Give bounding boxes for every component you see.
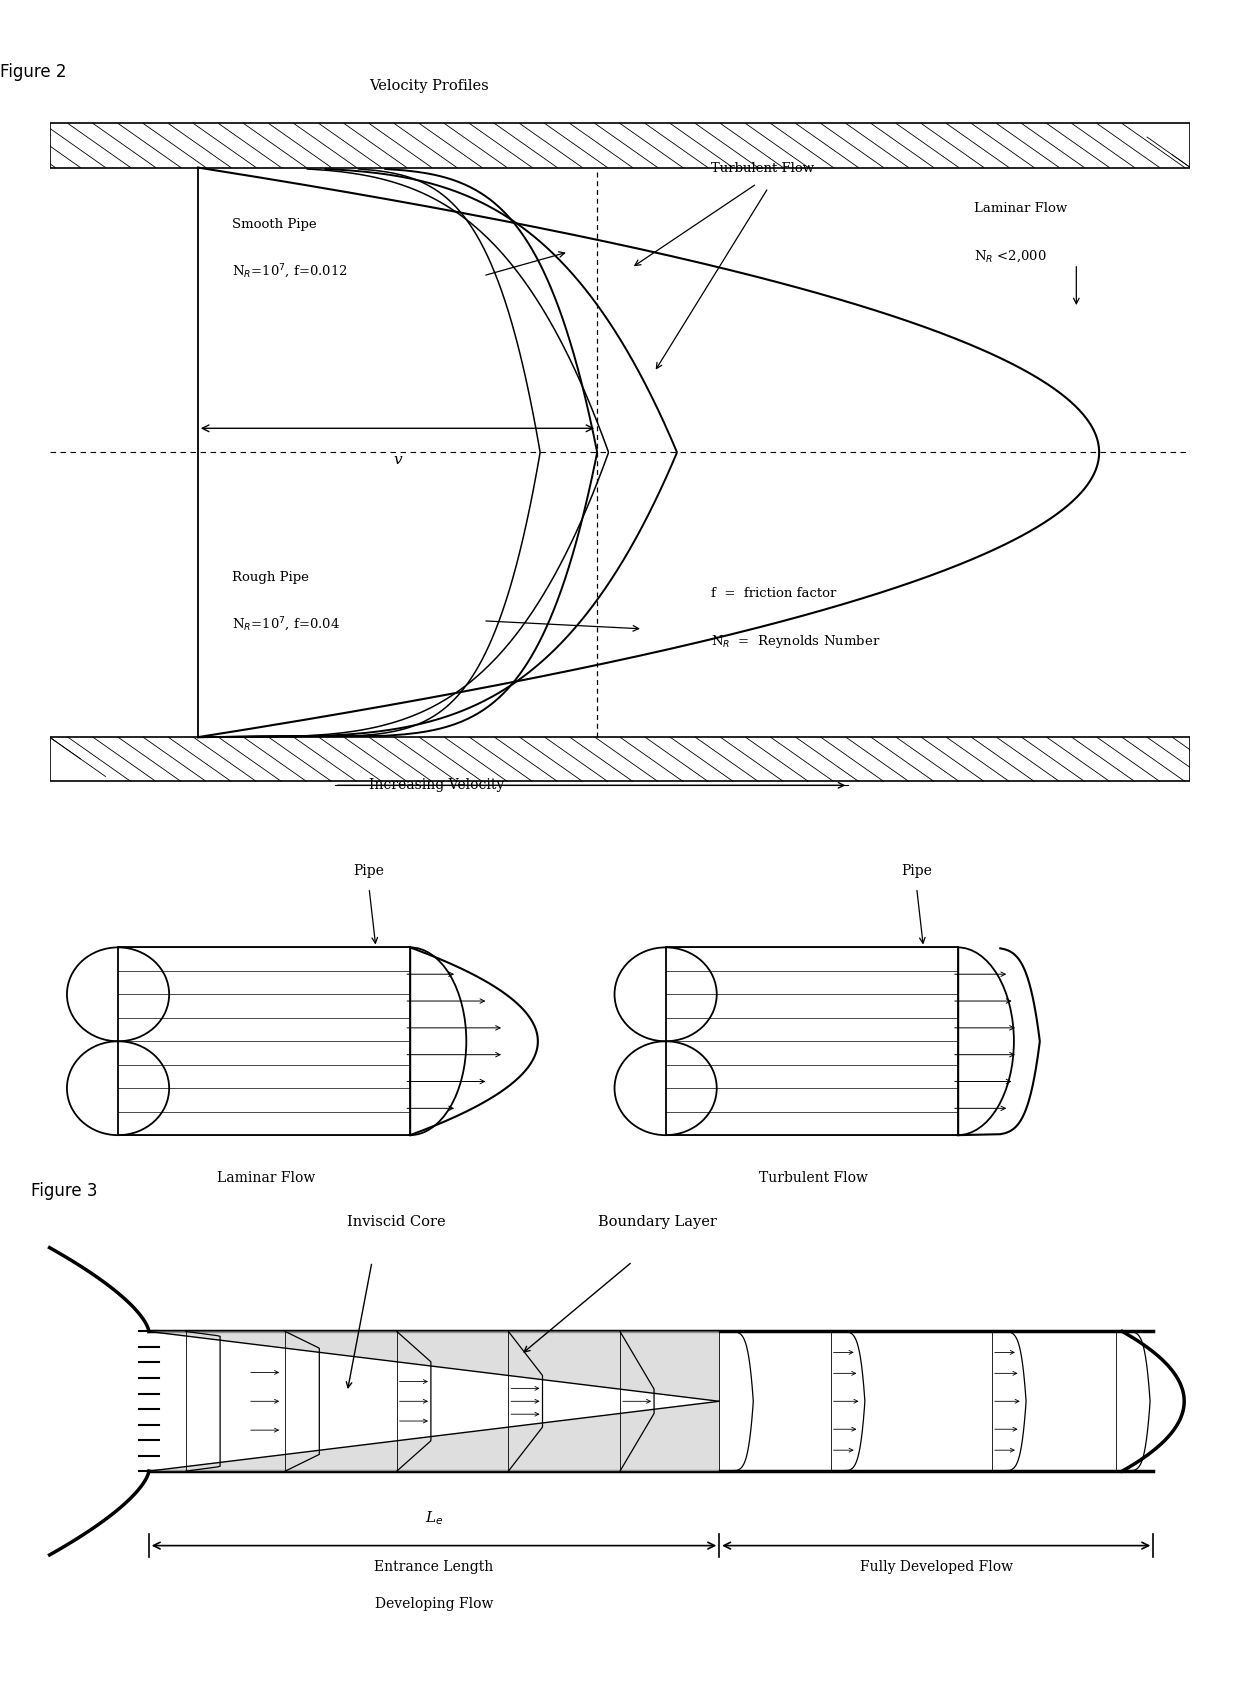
Text: Figure 2: Figure 2: [0, 63, 67, 82]
Text: Pipe: Pipe: [901, 864, 932, 877]
Text: f  =  friction factor: f = friction factor: [712, 587, 837, 599]
Text: Turbulent Flow: Turbulent Flow: [759, 1171, 868, 1185]
Bar: [118, 947, 410, 1135]
Bar: [50, 123, 1190, 167]
Text: Developing Flow: Developing Flow: [374, 1596, 494, 1611]
Bar: [50, 737, 1190, 782]
Text: N$_R$=10$^7$, f=0.04: N$_R$=10$^7$, f=0.04: [232, 616, 340, 633]
Text: v: v: [393, 454, 402, 468]
Text: Laminar Flow: Laminar Flow: [973, 201, 1066, 215]
Text: Pipe: Pipe: [353, 864, 384, 877]
Polygon shape: [149, 1331, 719, 1401]
Text: N$_R$  =  Reynolds Number: N$_R$ = Reynolds Number: [712, 633, 880, 650]
Text: Fully Developed Flow: Fully Developed Flow: [859, 1560, 1013, 1574]
Text: Smooth Pipe: Smooth Pipe: [232, 218, 316, 230]
Text: Inviscid Core: Inviscid Core: [347, 1215, 446, 1229]
Text: N$_R$=10$^7$, f=0.012: N$_R$=10$^7$, f=0.012: [232, 263, 348, 280]
Text: N$_R$ <2,000: N$_R$ <2,000: [973, 249, 1047, 265]
Text: Figure 3: Figure 3: [31, 1183, 98, 1200]
Text: Increasing Velocity: Increasing Velocity: [370, 778, 505, 792]
Text: Laminar Flow: Laminar Flow: [217, 1171, 315, 1185]
Bar: [666, 947, 957, 1135]
Text: Rough Pipe: Rough Pipe: [232, 570, 309, 584]
Text: Turbulent Flow: Turbulent Flow: [712, 162, 815, 174]
Polygon shape: [149, 1401, 719, 1471]
Text: Velocity Profiles: Velocity Profiles: [370, 79, 489, 94]
Text: L$_e$: L$_e$: [425, 1509, 443, 1528]
Text: Boundary Layer: Boundary Layer: [598, 1215, 717, 1229]
Text: Entrance Length: Entrance Length: [374, 1560, 494, 1574]
